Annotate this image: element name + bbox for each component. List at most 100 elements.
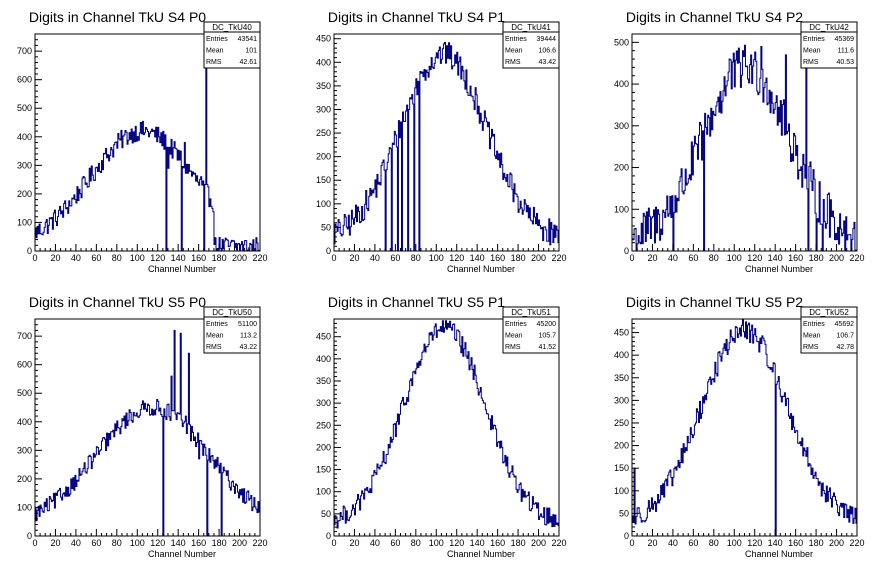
x-tick-label: 220 bbox=[252, 538, 267, 548]
chart-title: Digits in Channel TkU S4 P2 bbox=[626, 9, 803, 25]
histogram-panel: Digits in Channel TkU S5 P0 0 20 40 60 80 100 1… bbox=[17, 294, 268, 559]
x-tick-label: 200 bbox=[232, 538, 247, 548]
stats-label: Mean bbox=[505, 333, 523, 340]
y-tick-label: 100 bbox=[17, 502, 32, 512]
x-tick-label: 220 bbox=[849, 253, 864, 263]
y-tick-label: 200 bbox=[17, 189, 32, 199]
x-tick-label: 40 bbox=[668, 253, 678, 263]
stats-value: 113.2 bbox=[240, 333, 257, 340]
y-tick-label: 200 bbox=[614, 441, 629, 451]
y-tick-label: 500 bbox=[17, 103, 32, 113]
y-tick-label: 400 bbox=[614, 79, 629, 89]
y-tick-label: 0 bbox=[27, 531, 32, 541]
x-tick-label: 80 bbox=[411, 538, 421, 548]
stats-label: Mean bbox=[803, 48, 821, 55]
x-tick-label: 60 bbox=[688, 538, 698, 548]
x-tick-label: 60 bbox=[91, 253, 101, 263]
x-tick-label: 160 bbox=[490, 538, 505, 548]
histogram-line bbox=[34, 329, 261, 537]
y-tick-label: 200 bbox=[316, 442, 331, 452]
x-tick-label: 0 bbox=[331, 538, 336, 548]
stats-label: RMS bbox=[803, 59, 819, 66]
y-tick-label: 700 bbox=[17, 46, 32, 56]
stats-label: Entries bbox=[206, 321, 228, 328]
chart-title: Digits in Channel TkU S5 P2 bbox=[626, 294, 803, 310]
y-tick-label: 0 bbox=[624, 531, 629, 541]
x-axis-label: Channel Number bbox=[745, 264, 813, 274]
stats-label: Mean bbox=[803, 333, 821, 340]
y-tick-label: 400 bbox=[614, 350, 629, 360]
x-tick-label: 60 bbox=[688, 253, 698, 263]
stats-value: 106.7 bbox=[836, 333, 854, 340]
x-tick-label: 180 bbox=[511, 253, 526, 263]
histogram-line bbox=[333, 42, 560, 252]
y-tick-label: 400 bbox=[17, 132, 32, 142]
x-axis-label: Channel Number bbox=[447, 549, 515, 559]
stats-value: 101 bbox=[245, 48, 257, 55]
x-tick-label: 220 bbox=[252, 253, 267, 263]
stats-name: DC_TkU40 bbox=[212, 23, 252, 32]
stats-box: DC_TkU41 Entries 39444 Mean 106.6 RMS 43.42 bbox=[502, 21, 560, 69]
y-tick-label: 700 bbox=[17, 331, 32, 341]
x-tick-label: 20 bbox=[647, 538, 657, 548]
x-tick-label: 160 bbox=[788, 538, 803, 548]
stats-value: 42.78 bbox=[836, 344, 854, 351]
y-tick-label: 100 bbox=[614, 204, 629, 214]
y-tick-label: 50 bbox=[321, 222, 331, 232]
chart-title: Digits in Channel TkU S5 P0 bbox=[29, 294, 206, 310]
x-tick-label: 120 bbox=[150, 253, 165, 263]
stats-label: Entries bbox=[505, 321, 527, 328]
stats-value: 41.52 bbox=[538, 344, 556, 351]
y-tick-label: 0 bbox=[624, 246, 629, 256]
histogram-panel: Digits in Channel TkU S4 P0 0 20 40 60 80 100 1… bbox=[17, 9, 268, 274]
y-tick-label: 500 bbox=[17, 388, 32, 398]
y-tick-label: 500 bbox=[614, 37, 629, 47]
y-tick-label: 0 bbox=[27, 246, 32, 256]
x-tick-label: 140 bbox=[470, 538, 485, 548]
y-tick-label: 300 bbox=[614, 395, 629, 405]
x-tick-label: 200 bbox=[829, 538, 844, 548]
stats-value: 45692 bbox=[835, 321, 855, 328]
x-tick-label: 40 bbox=[71, 253, 81, 263]
y-tick-label: 450 bbox=[316, 332, 331, 342]
x-tick-label: 20 bbox=[50, 253, 60, 263]
x-axis-label: Channel Number bbox=[148, 264, 216, 274]
x-tick-label: 0 bbox=[32, 538, 37, 548]
x-tick-label: 180 bbox=[212, 538, 227, 548]
x-tick-label: 0 bbox=[629, 538, 634, 548]
x-tick-label: 40 bbox=[370, 538, 380, 548]
y-tick-label: 350 bbox=[614, 373, 629, 383]
x-tick-label: 80 bbox=[709, 538, 719, 548]
x-tick-label: 200 bbox=[531, 538, 546, 548]
x-tick-label: 0 bbox=[331, 253, 336, 263]
x-tick-label: 200 bbox=[232, 253, 247, 263]
y-tick-label: 450 bbox=[316, 34, 331, 44]
x-tick-label: 180 bbox=[809, 538, 824, 548]
stats-value: 39444 bbox=[537, 36, 557, 43]
y-tick-label: 250 bbox=[614, 418, 629, 428]
y-tick-label: 200 bbox=[17, 474, 32, 484]
x-tick-label: 20 bbox=[349, 538, 359, 548]
histogram-line bbox=[34, 47, 261, 252]
y-tick-label: 200 bbox=[614, 163, 629, 173]
stats-value: 43541 bbox=[238, 36, 258, 43]
x-tick-label: 80 bbox=[112, 538, 122, 548]
stats-label: Mean bbox=[206, 333, 224, 340]
y-tick-label: 300 bbox=[17, 445, 32, 455]
y-tick-label: 400 bbox=[316, 354, 331, 364]
x-tick-label: 200 bbox=[829, 253, 844, 263]
x-tick-label: 100 bbox=[130, 538, 145, 548]
x-tick-label: 40 bbox=[370, 253, 380, 263]
histogram-line bbox=[631, 319, 858, 537]
x-tick-label: 120 bbox=[449, 253, 464, 263]
y-tick-label: 400 bbox=[316, 57, 331, 67]
x-tick-label: 160 bbox=[191, 538, 206, 548]
y-tick-label: 600 bbox=[17, 360, 32, 370]
stats-name: DC_TkU50 bbox=[212, 308, 252, 317]
y-tick-label: 300 bbox=[316, 398, 331, 408]
stats-value: 43.22 bbox=[239, 344, 257, 351]
y-tick-label: 450 bbox=[614, 328, 629, 338]
y-tick-label: 100 bbox=[316, 199, 331, 209]
histogram-panel: Digits in Channel TkU S4 P2 0 20 40 60 80 100 1… bbox=[614, 9, 865, 274]
y-tick-label: 0 bbox=[326, 531, 331, 541]
